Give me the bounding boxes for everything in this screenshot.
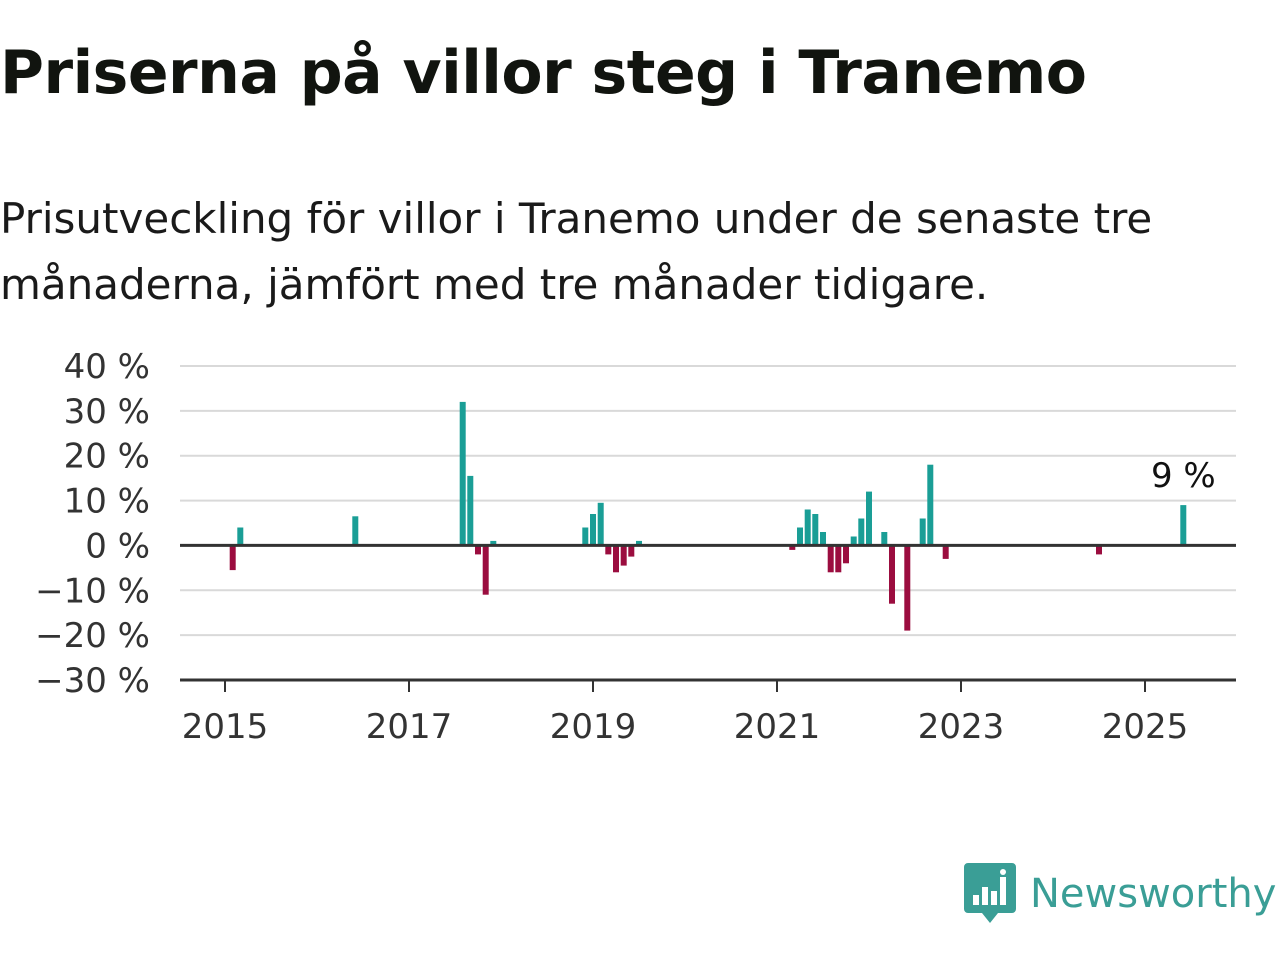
brand: Newsworthy [964,862,1276,926]
bar [904,545,911,631]
bar [827,545,834,573]
bar [229,545,236,571]
bar [1180,505,1187,546]
bar [858,518,865,546]
bar [919,518,926,546]
brand-name: Newsworthy [1030,871,1277,917]
bar [812,514,819,546]
bar [620,545,627,566]
bar [467,475,474,546]
y-tick-label: 30 % [64,392,150,432]
bar [942,545,949,559]
x-tick-label: 2019 [550,707,637,747]
bar [582,527,589,546]
bar [820,532,826,546]
y-tick-label: −30 % [35,661,150,701]
y-tick-label: 40 % [64,347,150,387]
bar [866,491,872,546]
x-tick-label: 2021 [734,707,821,747]
bar [889,545,895,604]
y-tick-label: −10 % [35,571,150,611]
bar [628,545,635,557]
bar [482,545,489,595]
bar [459,401,466,546]
axes [180,543,1236,682]
chart-title: Priserna på villor steg i Tranemo [0,38,1087,108]
gridlines [180,365,1236,637]
x-tick-label: 2017 [366,707,453,747]
bar [613,545,619,573]
x-tick-label: 2025 [1102,707,1189,747]
bar [789,545,796,550]
bar [490,540,497,546]
bar [843,545,849,564]
bar [475,545,481,555]
y-axis-ticks: 40 % 30 % 20 % 10 %0 % −10 % −20 % −30 % [35,347,150,701]
bar [881,532,888,546]
annotations: 9 % [1151,456,1216,496]
bar-chart: 40 %30 %20 %10 %0 %−10 %−20 %−30 % 2015 2… [35,347,1236,747]
newsworthy-logo-icon [964,863,1016,923]
bar [352,516,359,546]
x-tick-label: 2023 [918,707,1005,747]
bar [797,527,803,546]
bars [229,401,1187,631]
y-tick-label: 10 % [64,482,150,522]
x-tick-label: 2015 [182,707,269,747]
bar [835,545,842,573]
annotation-label: 9 % [1151,456,1216,496]
bar [804,509,811,546]
bar [850,536,857,546]
bar [590,514,596,546]
y-tick-label: 0 % [85,526,150,566]
bar [1096,545,1102,555]
bar [636,540,642,546]
chart-subtitle: Prisutveckling för villor i Tranemo unde… [0,194,1153,309]
bar [927,464,934,546]
bar [605,545,612,555]
y-tick-label: 20 % [64,437,150,477]
x-axis-ticks: 2015 2017 2019 2021 2023 2025 [182,680,1189,747]
y-tick-label: −20 % [35,616,150,656]
bar [237,527,244,546]
bar [597,502,604,546]
